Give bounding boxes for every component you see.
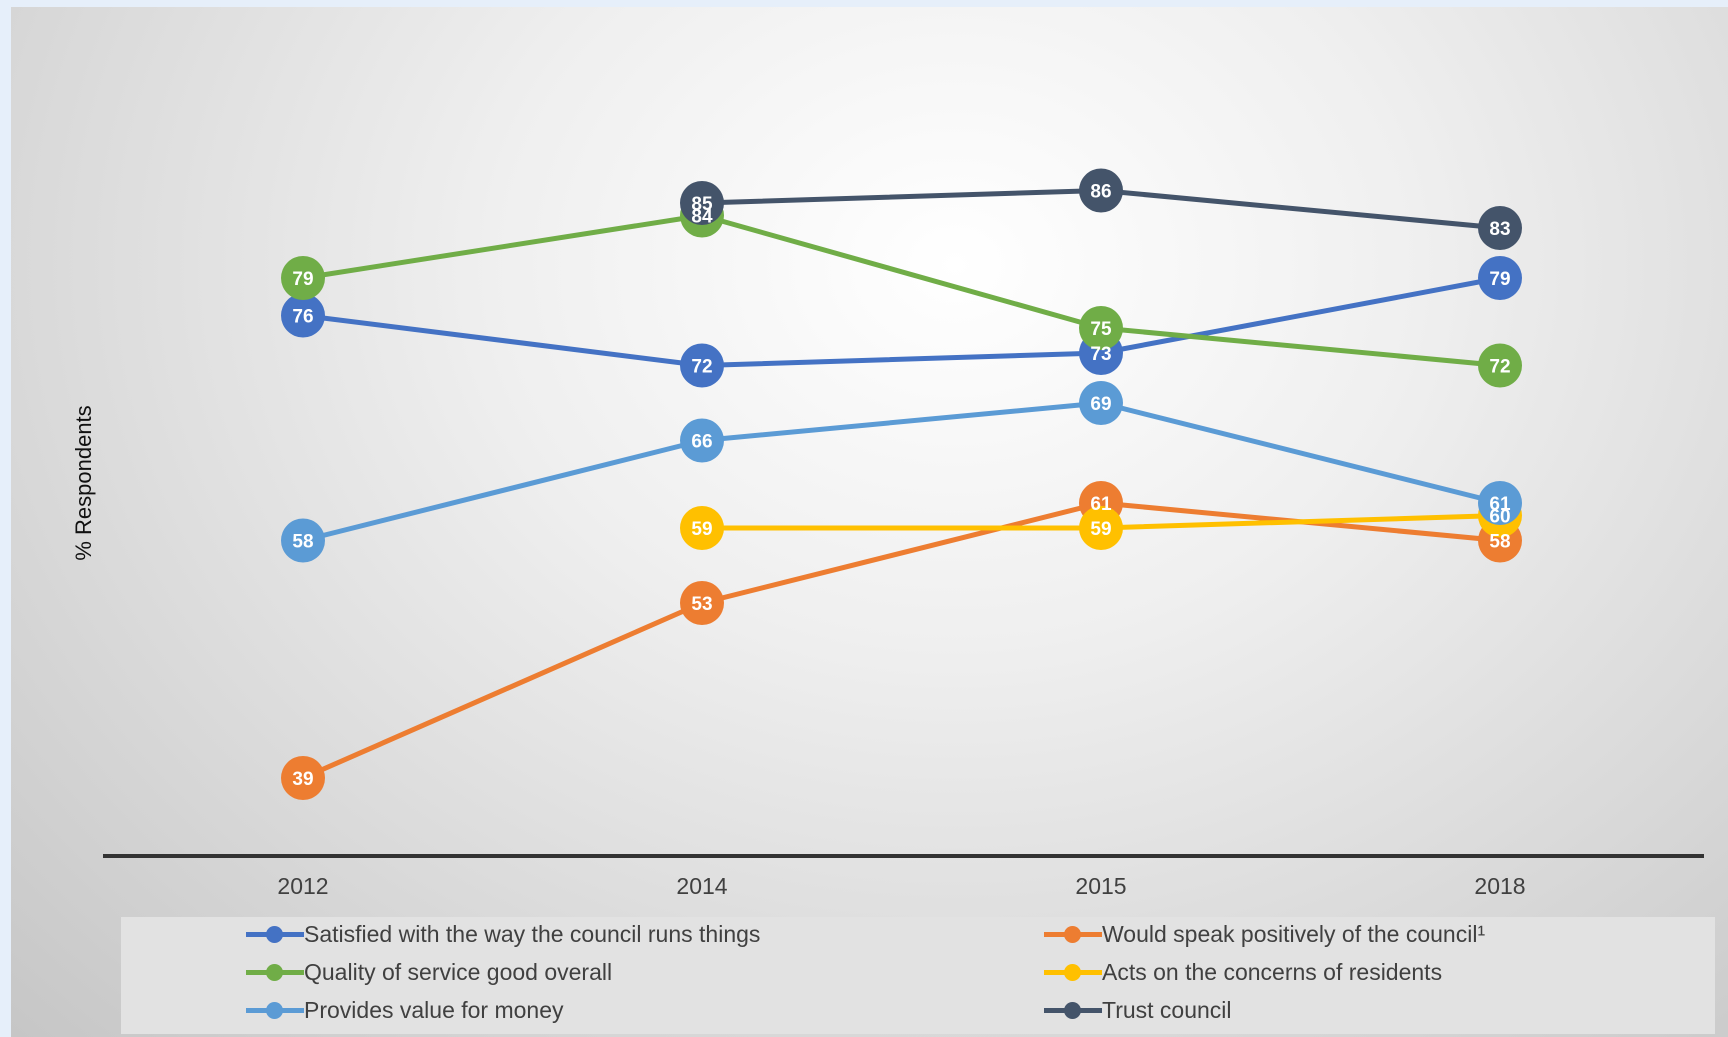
data-label: 69 <box>1090 394 1111 415</box>
data-label: 58 <box>292 532 313 553</box>
x-tick-label: 2012 <box>277 873 328 899</box>
data-label: 59 <box>1090 519 1111 540</box>
line-chart: 2012 2014 2015 2018 % Respondents 76 72 73 79 39… <box>11 7 1728 917</box>
data-label: 76 <box>292 307 313 328</box>
series-line <box>303 216 1500 366</box>
series-line <box>303 278 1500 366</box>
data-label: 53 <box>691 594 712 615</box>
series-line <box>303 503 1500 778</box>
data-label: 59 <box>691 519 712 540</box>
data-label: 66 <box>691 432 712 453</box>
data-label: 79 <box>292 269 313 290</box>
data-label: 39 <box>292 769 313 790</box>
legend-item: Provides value for money <box>246 993 564 1027</box>
legend-item: Satisfied with the way the council runs … <box>246 917 760 951</box>
legend-item: Quality of service good overall <box>246 955 612 989</box>
legend-swatch-icon <box>246 917 304 951</box>
legend-swatch-icon <box>246 955 304 989</box>
legend-item: Trust council <box>1044 993 1232 1027</box>
legend-label: Would speak positively of the council¹ <box>1102 921 1485 948</box>
legend-label: Trust council <box>1102 997 1232 1024</box>
data-label: 86 <box>1090 182 1111 203</box>
data-label: 61 <box>1489 494 1511 515</box>
legend-item: Acts on the concerns of residents <box>1044 955 1442 989</box>
legend-label: Satisfied with the way the council runs … <box>304 921 760 948</box>
legend-swatch-icon <box>1044 917 1102 951</box>
legend-item: Would speak positively of the council¹ <box>1044 917 1485 951</box>
legend-swatch-icon <box>246 993 304 1027</box>
legend-label: Provides value for money <box>304 997 564 1024</box>
data-label: 72 <box>691 357 712 378</box>
data-label: 75 <box>1090 319 1112 340</box>
data-label: 83 <box>1489 219 1510 240</box>
data-label: 73 <box>1090 344 1111 365</box>
data-label: 61 <box>1090 494 1112 515</box>
y-axis-label: % Respondents <box>71 405 96 560</box>
legend: Satisfied with the way the council runs … <box>121 917 1715 1034</box>
chart-area: 2012 2014 2015 2018 % Respondents 76 72 73 79 39… <box>11 7 1728 1037</box>
data-label: 72 <box>1489 357 1510 378</box>
x-tick-label: 2015 <box>1075 873 1126 899</box>
legend-label: Acts on the concerns of residents <box>1102 959 1442 986</box>
x-tick-label: 2018 <box>1474 873 1525 899</box>
data-label: 85 <box>691 194 713 215</box>
legend-label: Quality of service good overall <box>304 959 612 986</box>
legend-swatch-icon <box>1044 955 1102 989</box>
data-label: 58 <box>1489 532 1510 553</box>
legend-swatch-icon <box>1044 993 1102 1027</box>
x-tick-label: 2014 <box>676 873 727 899</box>
data-label: 79 <box>1489 269 1510 290</box>
